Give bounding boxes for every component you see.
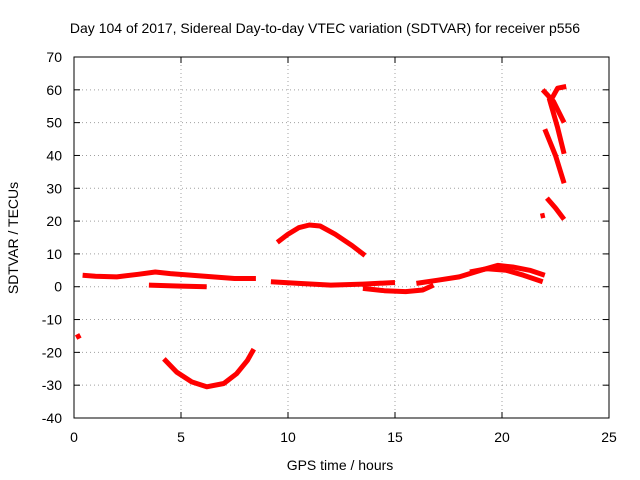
x-tick-label: 25 <box>601 429 617 445</box>
y-tick-label: 40 <box>46 147 62 163</box>
y-tick-label: 30 <box>46 180 62 196</box>
y-tick-label: -20 <box>42 344 62 360</box>
series-arc-13 <box>546 97 567 155</box>
series-arc-1 <box>74 333 82 340</box>
y-tick-label: -30 <box>42 377 62 393</box>
y-tick-label: 20 <box>46 213 62 229</box>
series-arc-3 <box>148 282 207 290</box>
plot-frame <box>73 56 610 419</box>
y-tick-label: 50 <box>46 115 62 131</box>
y-tick-label: 10 <box>46 246 62 262</box>
series-arc-12 <box>542 128 567 185</box>
x-axis-label: GPS time / hours <box>287 457 394 473</box>
series-layer <box>74 84 567 390</box>
x-tick-label: 0 <box>70 429 78 445</box>
y-tick-label: 70 <box>46 49 62 65</box>
series-arc-2 <box>82 269 256 281</box>
y-tick-label: -40 <box>42 410 62 426</box>
y-tick-label: 0 <box>54 279 62 295</box>
x-tick-label: 20 <box>494 429 510 445</box>
series-arc-9 <box>469 266 544 285</box>
tick-layer: 0 5 10 15 20 25 -40 -30 -20 -10 0 10 20 30 40 50 60 70 <box>42 49 617 445</box>
y-axis-label: SDTVAR / TECUs <box>5 182 21 294</box>
x-tick-label: 10 <box>280 429 296 445</box>
x-tick-label: 5 <box>177 429 185 445</box>
series-arc-7 <box>362 282 435 295</box>
series-arc-11 <box>549 84 567 101</box>
series-arc-6 <box>270 279 396 288</box>
y-tick-label: 60 <box>46 82 62 98</box>
series-arc-5 <box>275 222 367 258</box>
y-tick-label: -10 <box>42 312 62 328</box>
series-arc-4 <box>162 347 256 390</box>
chart-title: Day 104 of 2017, Sidereal Day-to-day VTE… <box>70 20 580 36</box>
grid-layer <box>74 57 609 418</box>
series-arc-14 <box>545 196 567 221</box>
x-tick-label: 15 <box>387 429 403 445</box>
series-arc-10 <box>540 88 567 124</box>
series-arc-15 <box>539 212 546 219</box>
